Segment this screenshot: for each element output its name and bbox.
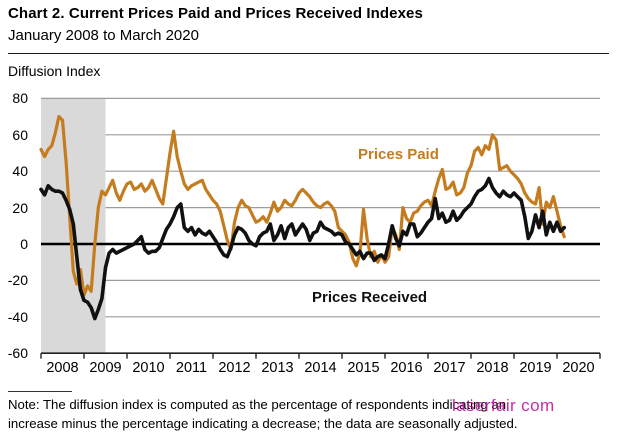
y-tick-label: -60 [7,345,28,362]
y-tick-label: 80 [12,90,28,107]
note-text: Note: The diffusion index is computed as… [8,395,608,433]
series-label-prices-paid: Prices Paid [358,146,439,163]
x-tick-label: 2019 [519,360,552,376]
x-tick-label: 2017 [433,360,466,376]
x-tick-label: 2018 [476,360,509,376]
x-tick-label: 2015 [347,360,380,376]
x-tick-label: 2010 [132,360,165,376]
x-tick-label: 2008 [46,360,79,376]
x-tick-label: 2020 [562,360,595,376]
note-line-1: Note: The diffusion index is computed as… [8,397,507,412]
y-tick-label: 20 [12,199,28,216]
series-line-prices-paid [39,114,566,297]
note-divider [8,391,72,392]
page-subtitle: January 2008 to March 2020 [8,27,199,44]
series-line-prices-received [39,176,567,321]
header-divider [8,53,609,54]
series-label-prices-received: Prices Received [312,289,428,306]
x-tick-label: 2016 [390,360,423,376]
y-axis-title: Diffusion Index [8,63,101,79]
x-tick-label: 2013 [261,360,294,376]
x-tick-label: 2012 [218,360,251,376]
page-title: Chart 2. Current Prices Paid and Prices … [8,5,423,22]
x-tick-label: 2009 [89,360,122,376]
x-tick-label: 2011 [175,360,208,376]
y-tick-label: 60 [12,126,28,143]
note-line-2: increase minus the percentage indicating… [8,416,518,431]
y-tick-label: 0 [20,236,28,252]
watermark: laserfair com [452,396,555,415]
y-tick-label: -40 [7,308,28,325]
x-tick-label: 2014 [304,360,337,376]
y-tick-label: 40 [12,163,28,180]
y-tick-label: -20 [7,272,28,289]
